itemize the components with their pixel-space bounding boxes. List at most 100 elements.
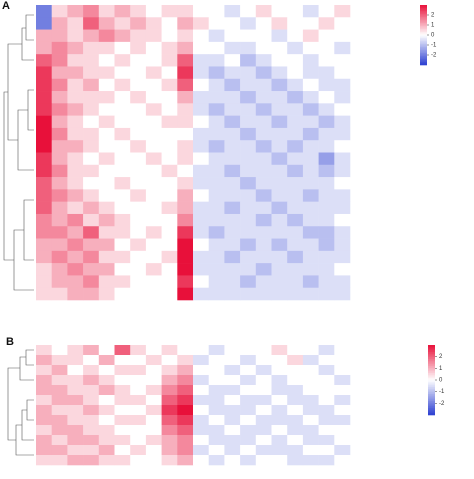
heatmap-cell bbox=[302, 189, 319, 202]
colorbar-step bbox=[420, 6, 427, 9]
heatmap-cell bbox=[177, 425, 194, 436]
heatmap-cell bbox=[318, 355, 335, 366]
heatmap-cell bbox=[208, 287, 225, 301]
heatmap-cell bbox=[114, 201, 131, 215]
colorbar-step bbox=[428, 402, 435, 405]
heatmap-cell bbox=[83, 375, 100, 386]
heatmap-cell bbox=[208, 66, 225, 80]
heatmap-cell bbox=[255, 66, 272, 80]
heatmap-cell bbox=[114, 287, 131, 301]
heatmap-cell bbox=[98, 164, 115, 178]
heatmap-cell bbox=[193, 355, 209, 366]
colorbar-step bbox=[428, 374, 435, 377]
heatmap-cell bbox=[271, 445, 288, 456]
heatmap-cell bbox=[130, 177, 147, 190]
heatmap-cell bbox=[271, 425, 288, 436]
heatmap-cell bbox=[318, 29, 335, 43]
heatmap-cell bbox=[114, 435, 131, 446]
heatmap-cell bbox=[255, 127, 272, 141]
heatmap-cell bbox=[287, 189, 304, 202]
colorbar-tick-label: 0 bbox=[439, 378, 443, 384]
heatmap-cell bbox=[255, 385, 272, 396]
heatmap-cell bbox=[208, 41, 225, 55]
heatmap-cell bbox=[334, 365, 351, 376]
heatmap-cell bbox=[208, 405, 225, 416]
heatmap-cell bbox=[302, 201, 319, 215]
heatmap-cell bbox=[130, 103, 147, 116]
heatmap-cell bbox=[240, 395, 257, 406]
heatmap-cell bbox=[177, 17, 194, 30]
heatmap-cell bbox=[255, 201, 272, 215]
heatmap-cell bbox=[208, 127, 225, 141]
heatmap-cell bbox=[67, 140, 84, 153]
colorbar-step bbox=[428, 411, 435, 414]
heatmap-cell bbox=[161, 226, 178, 239]
heatmap-cell bbox=[224, 66, 241, 80]
heatmap-cell bbox=[240, 127, 257, 141]
heatmap-cell bbox=[51, 127, 68, 141]
colorbar-step bbox=[428, 399, 435, 402]
heatmap-cell bbox=[302, 345, 319, 356]
heatmap-cell bbox=[287, 103, 304, 116]
heatmap-cell bbox=[98, 189, 115, 202]
heatmap-cell bbox=[130, 213, 147, 227]
heatmap-cell bbox=[130, 365, 147, 376]
heatmap-cell bbox=[271, 115, 288, 129]
heatmap-cell bbox=[302, 375, 319, 386]
heatmap-cell bbox=[98, 17, 115, 30]
heatmap-cell bbox=[302, 455, 319, 466]
heatmap-cell bbox=[145, 54, 162, 67]
heatmap-cell bbox=[334, 275, 351, 289]
heatmap-cell bbox=[130, 66, 147, 80]
heatmap-cell bbox=[334, 140, 351, 153]
heatmap-cell bbox=[83, 177, 100, 190]
heatmap-cell bbox=[67, 455, 84, 466]
heatmap-cell bbox=[193, 455, 209, 466]
heatmap-cell bbox=[83, 201, 100, 215]
heatmap-cell bbox=[177, 115, 194, 129]
heatmap-cell bbox=[36, 385, 52, 396]
heatmap-cell bbox=[287, 91, 304, 104]
heatmap-cell bbox=[98, 405, 115, 416]
heatmap-cell bbox=[255, 415, 272, 426]
heatmap-cell bbox=[83, 103, 100, 116]
heatmap-cell bbox=[224, 385, 241, 396]
colorbar-step bbox=[428, 394, 435, 397]
heatmap-cell bbox=[224, 250, 241, 264]
heatmap-cell bbox=[287, 177, 304, 190]
heatmap-cell bbox=[67, 115, 84, 129]
heatmap-cell bbox=[318, 375, 335, 386]
heatmap-cell bbox=[161, 405, 178, 416]
heatmap-cell bbox=[302, 425, 319, 436]
heatmap-cell bbox=[240, 263, 257, 276]
heatmap-cell bbox=[83, 41, 100, 55]
heatmap-cell bbox=[177, 287, 194, 301]
heatmap-cell bbox=[36, 140, 52, 153]
heatmap-cell bbox=[145, 385, 162, 396]
heatmap-cell bbox=[114, 78, 131, 92]
heatmap-cell bbox=[177, 263, 194, 276]
heatmap-cell bbox=[36, 263, 52, 276]
heatmap-cell bbox=[302, 29, 319, 43]
heatmap-cell bbox=[114, 41, 131, 55]
heatmap-cell bbox=[287, 226, 304, 239]
heatmap-cell bbox=[36, 405, 52, 416]
heatmap-cell bbox=[98, 365, 115, 376]
heatmap-cell bbox=[51, 287, 68, 301]
heatmap-cell bbox=[130, 445, 147, 456]
heatmap-cell bbox=[224, 355, 241, 366]
heatmap-cell bbox=[271, 66, 288, 80]
heatmap-cell bbox=[287, 425, 304, 436]
heatmap-cell bbox=[224, 445, 241, 456]
colorbar-step bbox=[420, 5, 427, 7]
heatmap-cell bbox=[287, 405, 304, 416]
heatmap-cell bbox=[193, 435, 209, 446]
heatmap-cell bbox=[224, 425, 241, 436]
heatmap-cell bbox=[130, 345, 147, 356]
heatmap-cell bbox=[334, 54, 351, 67]
heatmap-cell bbox=[302, 140, 319, 153]
heatmap-cell bbox=[51, 177, 68, 190]
colorbar-tick-label: -2 bbox=[439, 401, 445, 407]
heatmap-cell bbox=[334, 445, 351, 456]
colorbar-step bbox=[420, 47, 427, 49]
